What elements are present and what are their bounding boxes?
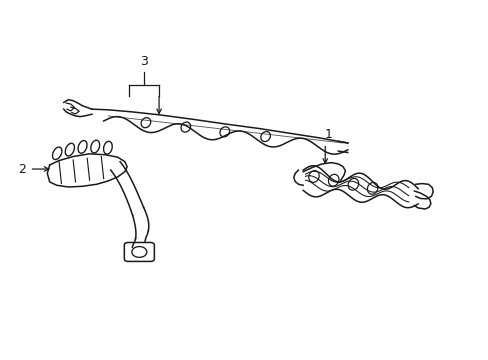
Text: 3: 3 bbox=[140, 55, 148, 68]
Text: 2: 2 bbox=[18, 163, 26, 176]
Text: 1: 1 bbox=[325, 128, 332, 141]
